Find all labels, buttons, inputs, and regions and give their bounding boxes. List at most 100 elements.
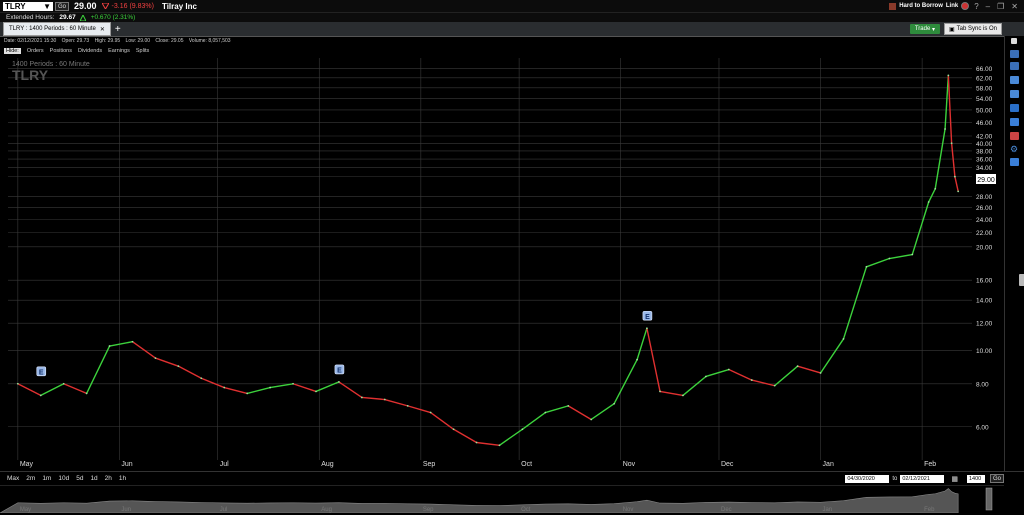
range-2m[interactable]: 2m — [26, 475, 36, 482]
link-label[interactable]: Link — [945, 3, 959, 9]
range-5d[interactable]: 5d — [76, 475, 84, 482]
collapse-panel-icon[interactable] — [1019, 274, 1024, 286]
price-segment — [270, 383, 294, 389]
save-icon[interactable] — [1010, 118, 1019, 126]
price-point — [154, 357, 157, 359]
price-segment — [247, 386, 271, 395]
menu-earnings[interactable]: Earnings — [108, 47, 130, 54]
down-arrow-icon — [101, 3, 109, 9]
y-tick-label: 20.00 — [976, 244, 993, 251]
zoom-icon[interactable] — [1010, 104, 1019, 112]
info-high: High: 29.95 — [94, 38, 121, 44]
range-10d[interactable]: 10d — [58, 475, 70, 482]
y-tick-label: 26.00 — [976, 205, 993, 212]
price-segment — [109, 341, 133, 347]
y-tick-label: 12.00 — [976, 321, 993, 328]
menu-dividends[interactable]: Dividends — [77, 47, 103, 54]
chart-periods-label: 1400 Periods : 60 Minute — [12, 61, 90, 68]
price-point — [636, 358, 638, 361]
price-point — [773, 384, 776, 387]
tab-chart[interactable]: TLRY : 1400 Periods : 60 Minute ✕ — [3, 22, 111, 36]
symbol-input[interactable]: TLRY ▼ — [3, 1, 53, 11]
price-point — [544, 411, 547, 414]
y-tick-label: 36.00 — [976, 157, 993, 164]
price-point — [646, 327, 648, 330]
studies-icon[interactable] — [1010, 62, 1019, 70]
price-point — [865, 265, 868, 268]
y-tick-label: 22.00 — [976, 230, 993, 237]
earnings-marker — [334, 364, 345, 375]
trade-button[interactable]: Trade ▾ — [909, 24, 940, 34]
tab-sync-button[interactable]: ▣ Tab Sync is On — [943, 23, 1002, 35]
from-date-input[interactable]: 04/30/2020 — [845, 474, 890, 483]
chart-settings-icon[interactable] — [1010, 50, 1019, 58]
price-point — [315, 390, 317, 393]
layout-icon[interactable] — [1010, 158, 1019, 166]
chart-grid — [8, 58, 972, 460]
range-max[interactable]: Max — [7, 475, 20, 482]
y-tick-label: 62.00 — [976, 75, 993, 82]
navigator-labels: May Jun Jul Aug Sep Oct Nov Dec Jan Feb — [20, 507, 935, 513]
price-chart[interactable]: E E E 6.00 8.00 10.00 12.00 14.00 16.00 20.00 22.… — [0, 56, 1004, 471]
link-icon[interactable] — [961, 2, 970, 10]
menu-hide[interactable]: Hide: — [4, 47, 21, 54]
calendar-icon[interactable]: ▦ — [951, 475, 958, 483]
chevron-down-icon[interactable]: ▼ — [43, 1, 51, 11]
navigator-month-label: Oct — [521, 507, 531, 513]
extended-hours-label: Extended Hours: — [6, 14, 55, 21]
price-point — [62, 382, 65, 385]
overlay-menu: Hide: Orders Positions Dividends Earning… — [0, 46, 1024, 55]
price-segment — [453, 428, 477, 444]
menu-splits[interactable]: Splits — [135, 47, 150, 54]
menu-positions[interactable]: Positions — [49, 47, 72, 54]
range-go-button[interactable]: Go — [989, 474, 1004, 483]
price-point — [452, 428, 455, 431]
chart-svg[interactable]: E E E 6.00 8.00 10.00 12.00 14.00 16.00 20.00 22.… — [0, 56, 1004, 471]
periods-input[interactable]: 1400 — [966, 474, 985, 483]
drawing-icon[interactable] — [1010, 76, 1019, 84]
price-segment — [86, 345, 111, 394]
gear-icon[interactable]: ⚙ — [1010, 144, 1019, 154]
tab-sync-label: Tab Sync is On — [956, 26, 997, 32]
price-point — [200, 377, 203, 380]
navigator[interactable]: May Jun Jul Aug Sep Oct Nov Dec Jan Feb — [0, 485, 1004, 514]
range-1m[interactable]: 1m — [42, 475, 52, 482]
price-segment — [889, 253, 913, 260]
price-segment — [224, 386, 248, 395]
y-tick-label: 42.00 — [976, 133, 993, 140]
add-tab-icon[interactable]: + — [114, 23, 121, 35]
navigator-month-label: Jun — [121, 507, 131, 513]
minimize-icon[interactable]: – — [985, 1, 991, 11]
navigator-series — [0, 487, 993, 514]
to-date-input[interactable]: 02/12/2021 — [900, 474, 945, 483]
price-segment — [499, 428, 523, 446]
navigator-svg[interactable]: May Jun Jul Aug Sep Oct Nov Dec Jan Feb — [0, 486, 1004, 514]
close-icon[interactable]: ✕ — [1011, 1, 1018, 11]
maximize-icon[interactable] — [1011, 38, 1017, 44]
price-segment — [728, 368, 753, 381]
hard-to-borrow-icon — [889, 2, 897, 10]
navigator-handle — [985, 487, 993, 511]
style-icon[interactable] — [1010, 132, 1019, 140]
price-segment — [636, 328, 648, 360]
price-segment — [819, 338, 845, 374]
price-segment — [954, 176, 959, 192]
price-point — [950, 142, 953, 145]
price-series — [16, 74, 960, 447]
go-button[interactable]: Go — [55, 1, 70, 11]
price-segment — [338, 381, 363, 399]
compare-icon[interactable] — [1010, 90, 1019, 98]
restore-icon[interactable]: ❐ — [997, 1, 1005, 11]
price-point — [796, 365, 799, 368]
x-tick-label: Jul — [220, 461, 229, 468]
help-icon[interactable]: ? — [974, 1, 979, 11]
range-2h[interactable]: 2h — [104, 475, 112, 482]
last-price: 29.00 — [74, 1, 97, 11]
info-low: Low: 29.00 — [125, 38, 151, 44]
price-point — [613, 402, 616, 405]
range-1d[interactable]: 1d — [90, 475, 98, 482]
menu-orders[interactable]: Orders — [26, 47, 44, 54]
tab-close-icon[interactable]: ✕ — [99, 26, 105, 33]
range-1h[interactable]: 1h — [118, 475, 127, 482]
price-point — [888, 257, 891, 260]
